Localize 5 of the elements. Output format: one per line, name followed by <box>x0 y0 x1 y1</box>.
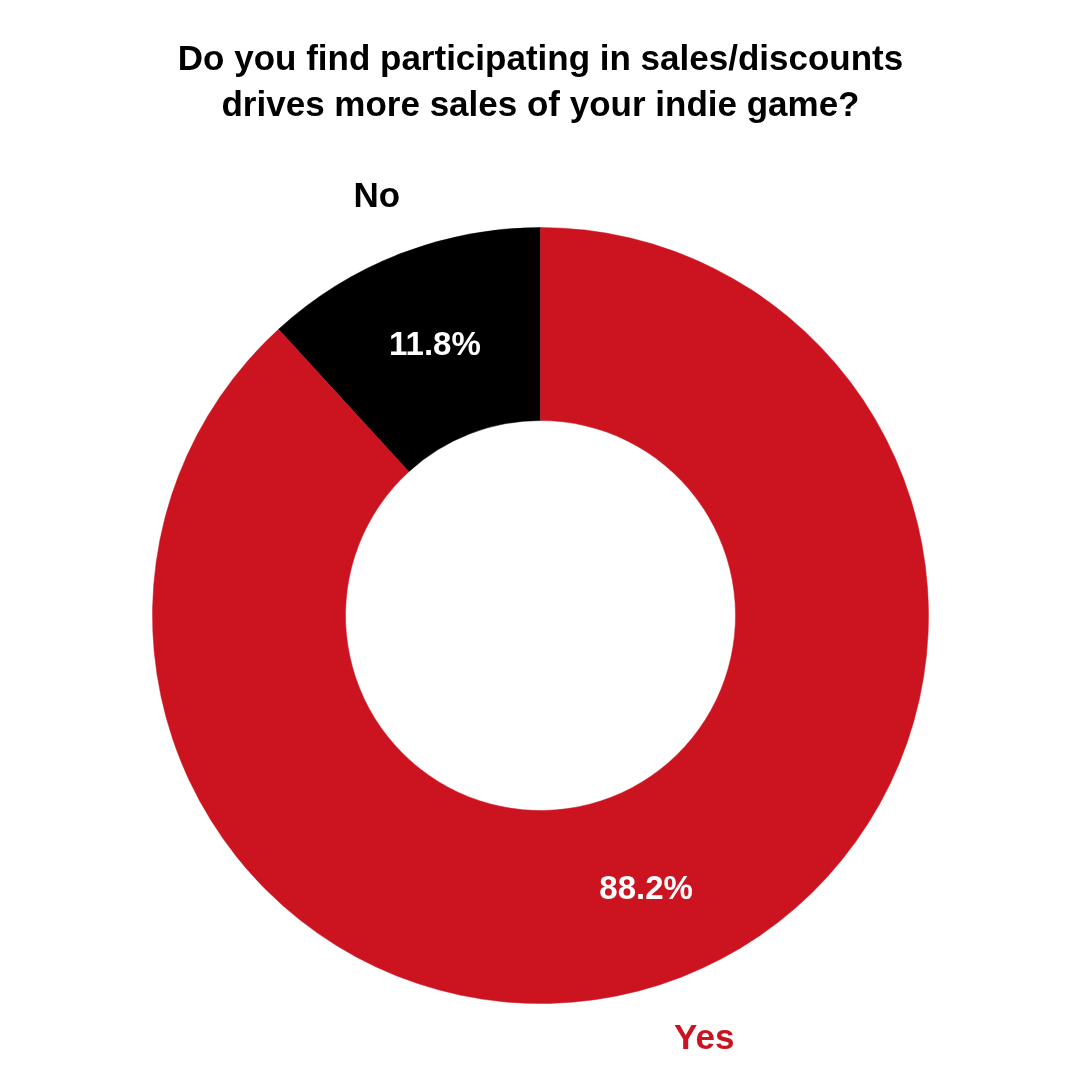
data-label: 11.8% <box>389 325 481 363</box>
slice-label: No <box>353 174 401 214</box>
chart-title: Do you find participating in sales/discounts drives more sales of your indie game? <box>177 37 904 124</box>
data-label: 88.2% <box>599 868 693 906</box>
slice-label: Yes <box>674 1017 735 1057</box>
